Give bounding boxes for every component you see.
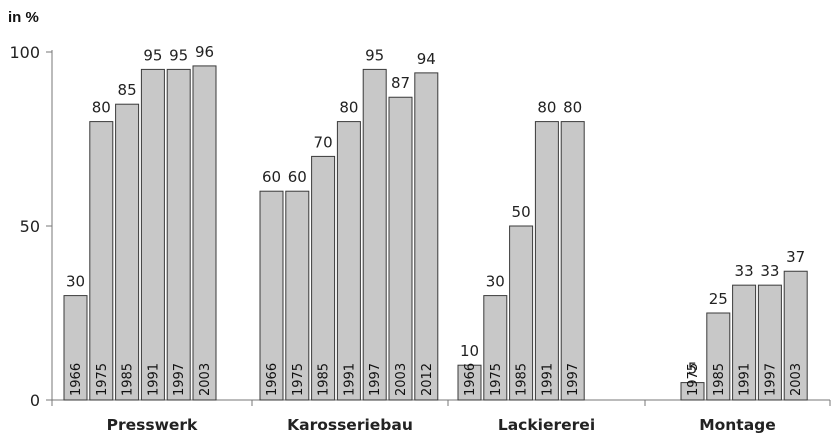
year-label: 1997 [566, 363, 581, 396]
data-label: 94 [417, 50, 436, 68]
year-label: 2003 [198, 363, 213, 396]
year-label: 1991 [342, 363, 357, 396]
bar [783, 270, 808, 401]
year-label: 1985 [515, 363, 530, 396]
data-label: 70 [314, 133, 333, 151]
bar [311, 155, 336, 401]
bar [89, 121, 114, 401]
data-label: 37 [786, 248, 805, 266]
data-label: 95 [365, 46, 384, 64]
year-label: 1975 [291, 363, 306, 396]
bar [483, 295, 508, 401]
data-label: 25 [709, 290, 728, 308]
data-label: 85 [118, 81, 137, 99]
year-label: 1985 [121, 363, 136, 396]
year-label: 1975 [95, 363, 110, 396]
year-label: 1997 [172, 363, 187, 396]
year-label: 1985 [712, 363, 727, 396]
bar [140, 68, 165, 401]
bar [560, 121, 585, 401]
bar [285, 190, 310, 401]
category-label: Lackiererei [498, 416, 595, 434]
y-tick-label: 0 [30, 391, 40, 410]
year-label: 2003 [394, 363, 409, 396]
bar [680, 382, 705, 401]
year-label: 1966 [463, 363, 478, 396]
bar [509, 225, 534, 401]
bar [388, 96, 413, 401]
year-label: 1997 [763, 363, 778, 396]
data-label: 5 [688, 360, 698, 378]
year-label: 1997 [368, 363, 383, 396]
y-tick-label: 100 [9, 43, 40, 62]
data-label: 30 [486, 273, 505, 291]
bars [63, 65, 808, 401]
bar [336, 121, 361, 401]
bar [115, 103, 140, 401]
year-label: 1966 [265, 363, 280, 396]
data-label: 50 [512, 203, 531, 221]
data-label: 80 [537, 99, 556, 117]
year-label: 1991 [540, 363, 555, 396]
bar [732, 284, 757, 401]
data-label: 10 [460, 342, 479, 360]
year-label: 1985 [317, 363, 332, 396]
year-label: 2012 [420, 363, 435, 396]
data-label: 80 [563, 99, 582, 117]
bar [362, 68, 387, 401]
year-label: 1991 [146, 363, 161, 396]
y-axis-label: in % [8, 9, 39, 26]
year-label: 1991 [738, 363, 753, 396]
bar [457, 364, 482, 401]
data-label: 33 [735, 262, 754, 280]
labels: 30 1966 80 1975 85 1985 95 1991 95 1997 96 2003 Pres… [66, 43, 805, 434]
data-label: 80 [92, 99, 111, 117]
data-label: 33 [760, 262, 779, 280]
data-label: 95 [143, 46, 162, 64]
category-label: Presswerk [107, 416, 198, 434]
year-label: 1975 [489, 363, 504, 396]
data-label: 96 [195, 43, 214, 61]
bar [757, 284, 782, 401]
bar [63, 295, 88, 401]
category-label: Karosseriebau [287, 416, 413, 434]
bar [259, 190, 284, 401]
data-label: 30 [66, 273, 85, 291]
bar [192, 65, 217, 401]
bar [706, 312, 731, 401]
data-label: 95 [169, 46, 188, 64]
year-label: 2003 [789, 363, 804, 396]
bar [414, 72, 439, 401]
category-label: Montage [699, 416, 776, 434]
bar [534, 121, 559, 401]
data-label: 80 [339, 99, 358, 117]
data-label: 87 [391, 74, 410, 92]
year-label: 1966 [69, 363, 84, 396]
data-label: 60 [288, 168, 307, 186]
y-tick-label: 50 [20, 217, 40, 236]
year-label: 1975 [686, 363, 701, 396]
bar [166, 68, 191, 401]
data-label: 60 [262, 168, 281, 186]
